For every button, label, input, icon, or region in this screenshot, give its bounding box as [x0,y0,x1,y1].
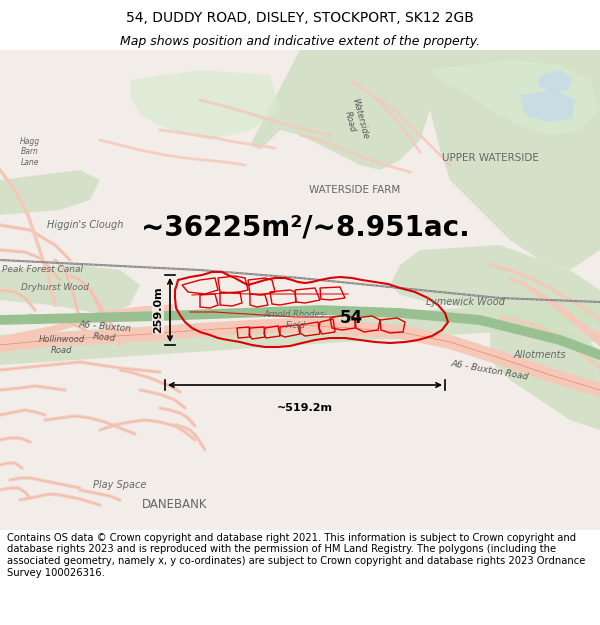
Text: Higgin's Clough: Higgin's Clough [47,220,123,230]
Polygon shape [430,60,600,135]
Text: Hagg
Barn
Lane: Hagg Barn Lane [20,137,40,167]
Polygon shape [490,330,600,430]
Text: 259.0m: 259.0m [153,287,163,333]
Polygon shape [538,70,572,92]
Polygon shape [0,170,100,215]
Polygon shape [430,50,600,270]
Polygon shape [0,300,600,365]
Text: Contains OS data © Crown copyright and database right 2021. This information is : Contains OS data © Crown copyright and d… [7,533,586,578]
Polygon shape [520,90,575,122]
Text: 54, DUDDY ROAD, DISLEY, STOCKPORT, SK12 2GB: 54, DUDDY ROAD, DISLEY, STOCKPORT, SK12 … [126,11,474,25]
Text: A6 - Buxton Road: A6 - Buxton Road [451,359,530,381]
Text: WATERSIDE FARM: WATERSIDE FARM [310,185,401,195]
Text: A6 - Buxton
Road: A6 - Buxton Road [78,320,132,344]
Polygon shape [0,265,140,315]
Text: ~519.2m: ~519.2m [277,403,333,413]
Text: ~36225m²/~8.951ac.: ~36225m²/~8.951ac. [140,214,469,242]
Text: 54: 54 [340,309,363,327]
Polygon shape [130,70,280,140]
Text: Play Space: Play Space [94,480,146,490]
Text: Arnold Rhodes-
Field: Arnold Rhodes- Field [264,310,328,330]
Text: Hollinwood
Road: Hollinwood Road [39,335,85,355]
Text: Map shows position and indicative extent of the property.: Map shows position and indicative extent… [120,35,480,48]
Text: Allotments: Allotments [514,350,566,360]
Text: Lymewick Wood: Lymewick Wood [425,297,505,307]
Text: UPPER WATERSIDE: UPPER WATERSIDE [442,153,538,163]
Text: Dryhurst Wood: Dryhurst Wood [21,282,89,291]
Text: DANEBANK: DANEBANK [142,499,208,511]
Text: Waterside
Road: Waterside Road [340,98,370,142]
Polygon shape [250,50,430,170]
Polygon shape [390,245,600,350]
Text: Peak Forest Canal: Peak Forest Canal [1,266,83,274]
